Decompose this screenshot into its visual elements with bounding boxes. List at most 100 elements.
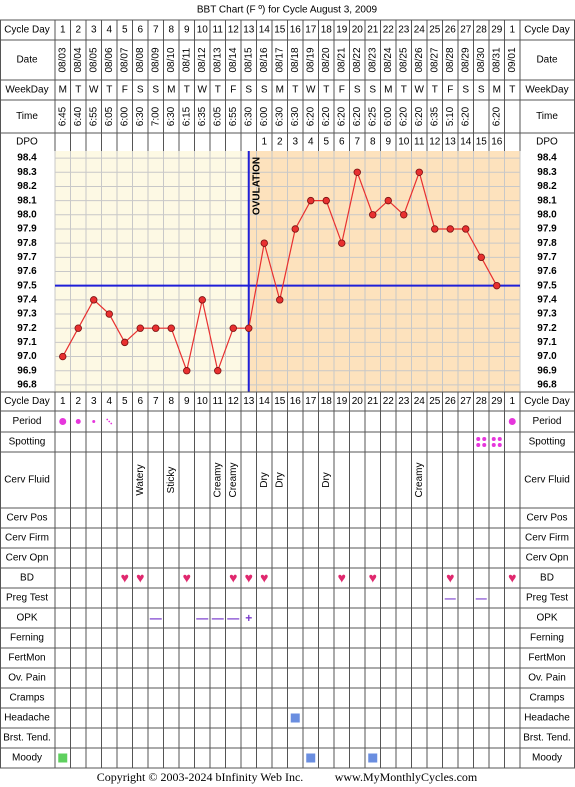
cycle-day: 24 xyxy=(414,396,426,407)
y-tick-label: 97.2 xyxy=(537,323,557,334)
temp-point xyxy=(276,296,284,304)
cerv-fluid: Creamy xyxy=(414,462,425,497)
cycle-day: 2 xyxy=(75,396,81,407)
weekday: S xyxy=(245,85,252,96)
cycle-day: 3 xyxy=(91,25,97,36)
moody-mark xyxy=(368,753,378,763)
weekday: M xyxy=(493,85,501,96)
weekday: S xyxy=(152,85,159,96)
cycle-day: 20 xyxy=(352,25,364,36)
time: 6:20 xyxy=(414,106,425,126)
opk: — xyxy=(227,611,239,625)
cycle-day: 21 xyxy=(367,25,379,36)
date: 08/07 xyxy=(119,47,130,72)
date: 08/23 xyxy=(367,47,378,72)
cerv-fluid: Creamy xyxy=(228,462,239,497)
row-label: Preg Test xyxy=(526,593,568,604)
cycle-day: 11 xyxy=(213,25,224,36)
cycle-day: 7 xyxy=(153,396,159,407)
y-tick-label: 97.8 xyxy=(17,238,37,249)
row-label: BD xyxy=(20,573,34,584)
date: 08/11 xyxy=(181,47,192,72)
time: 6:30 xyxy=(290,106,301,126)
date: 08/22 xyxy=(352,47,363,72)
y-tick-label: 98.1 xyxy=(537,195,557,206)
spot xyxy=(491,437,496,441)
cycle-day: 6 xyxy=(137,396,143,407)
ovulation-label: OVULATION xyxy=(251,157,262,215)
cycle-day: 16 xyxy=(290,396,302,407)
bd-heart: ♥ xyxy=(508,570,516,586)
temp-point xyxy=(462,225,470,233)
weekday: T xyxy=(432,85,438,96)
date: 08/06 xyxy=(104,47,115,72)
cycle-day: 6 xyxy=(137,25,143,36)
y-tick-label: 97.1 xyxy=(17,337,37,348)
cycle-day: 14 xyxy=(259,25,271,36)
row-label: WeekDay xyxy=(5,85,48,96)
weekday: T xyxy=(215,85,221,96)
row-label: Cerv Opn xyxy=(6,553,49,564)
date: 08/27 xyxy=(429,47,440,72)
spotting-mark xyxy=(476,437,487,447)
row-label: OPK xyxy=(536,613,557,624)
cerv-fluid: Dry xyxy=(321,472,332,488)
spotting-mark xyxy=(491,437,502,447)
bd-heart: ♥ xyxy=(245,570,253,586)
weekday: T xyxy=(323,85,329,96)
y-tick-label: 97.4 xyxy=(17,294,37,305)
cycle-day: 13 xyxy=(243,396,255,407)
temp-point xyxy=(477,253,485,262)
time: 6:20 xyxy=(491,106,502,126)
date: 08/25 xyxy=(398,47,409,72)
period-dot xyxy=(75,419,81,424)
row-label: Cerv Pos xyxy=(526,513,567,524)
time: 6:00 xyxy=(383,106,394,126)
row-label: Cycle Day xyxy=(4,396,50,407)
dpo: 5 xyxy=(323,137,329,148)
row-label: DPO xyxy=(16,137,38,148)
bd-heart: ♥ xyxy=(121,570,129,586)
temp-point xyxy=(291,225,299,233)
weekday: W xyxy=(415,85,425,96)
moody-mark xyxy=(306,753,316,763)
time: 6:35 xyxy=(429,106,440,126)
time: 6:35 xyxy=(197,106,208,126)
row-label: Moody xyxy=(532,753,562,764)
row-label: Cramps xyxy=(9,693,44,704)
y-tick-label: 97.8 xyxy=(537,238,557,249)
dpo: 12 xyxy=(429,137,441,148)
time: 6:20 xyxy=(305,106,316,126)
weekday: M xyxy=(384,85,392,96)
spot xyxy=(476,443,481,447)
time: 6:05 xyxy=(104,106,115,126)
row-label: Cerv Firm xyxy=(525,533,569,544)
cycle-day: 27 xyxy=(460,25,472,36)
spot xyxy=(497,437,502,441)
dpo: 14 xyxy=(460,137,472,148)
weekday: T xyxy=(184,85,190,96)
weekday: F xyxy=(339,85,345,96)
time: 6:45 xyxy=(57,106,68,126)
row-label: Period xyxy=(533,416,562,427)
weekday: M xyxy=(59,85,67,96)
row-label: WeekDay xyxy=(525,85,568,96)
spot xyxy=(491,443,496,447)
row-label: Date xyxy=(16,55,38,66)
weekday: T xyxy=(292,85,298,96)
date: 08/24 xyxy=(383,47,394,72)
cycle-day: 1 xyxy=(60,25,66,36)
title: BBT Chart (F º) for Cycle August 3, 2009 xyxy=(197,5,378,16)
row-label: Cycle Day xyxy=(524,396,570,407)
y-tick-label: 98.4 xyxy=(537,153,557,164)
y-tick-label: 96.8 xyxy=(17,380,37,391)
spot xyxy=(482,443,487,447)
time: 6:20 xyxy=(398,106,409,126)
temp-point xyxy=(446,225,454,233)
row-label: Ferning xyxy=(530,633,564,644)
row-label: Period xyxy=(13,416,42,427)
y-tick-label: 97.9 xyxy=(17,224,37,235)
row-label: Cycle Day xyxy=(4,25,50,36)
time: 6:30 xyxy=(274,106,285,126)
dpo: 7 xyxy=(354,137,360,148)
